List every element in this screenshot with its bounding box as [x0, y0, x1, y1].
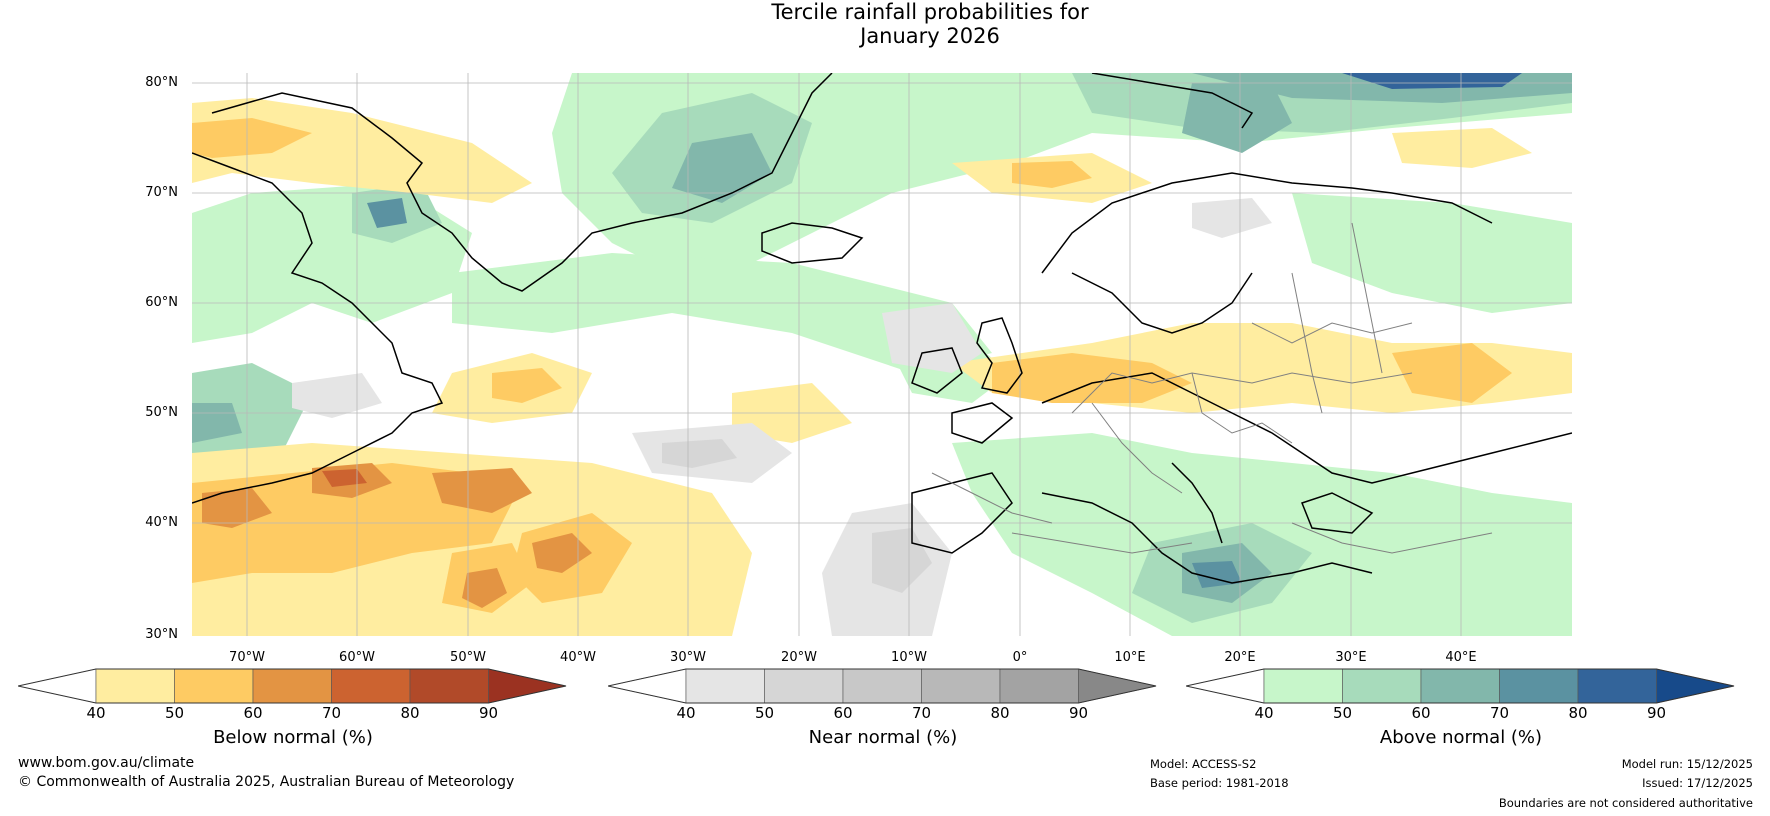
lon-label-20e: 20°E — [1224, 650, 1256, 665]
above-swatch-2 — [1342, 668, 1422, 704]
near-tick-90: 90 — [1068, 704, 1089, 722]
below-swatch-4 — [331, 668, 411, 704]
above-tick-90: 90 — [1646, 704, 1667, 722]
below-swatch-6 — [488, 668, 567, 704]
issued-date: Issued: 17/12/2025 — [1642, 776, 1753, 790]
lon-label-70w: 70°W — [229, 650, 265, 665]
colorbar-above-normal — [1186, 668, 1736, 704]
below-tick-80: 80 — [400, 704, 420, 722]
model-name: Model: ACCESS-S2 — [1150, 757, 1257, 771]
model-run: Model run: 15/12/2025 — [1621, 757, 1753, 771]
base-period: Base period: 1981-2018 — [1150, 776, 1289, 790]
lon-label-30w: 30°W — [670, 650, 706, 665]
below-swatch-2 — [174, 668, 254, 704]
colorbar-below-swatches — [18, 668, 567, 704]
above-tick-70: 70 — [1489, 704, 1510, 722]
above-tick-60: 60 — [1411, 704, 1431, 722]
above-swatch-1 — [1263, 668, 1343, 704]
lat-label-30n: 30°N — [145, 627, 178, 642]
below-tick-50: 50 — [164, 704, 185, 722]
country-borders — [931, 222, 1493, 554]
near-tick-80: 80 — [990, 704, 1010, 722]
lat-label-40n: 40°N — [145, 515, 178, 530]
colorbar-below-normal — [18, 668, 568, 704]
above-outline — [1186, 668, 1735, 704]
lat-label-60n: 60°N — [145, 295, 178, 310]
near-swatch-2 — [764, 668, 844, 704]
above-tick-50: 50 — [1332, 704, 1353, 722]
lon-label-50w: 50°W — [450, 650, 486, 665]
above-swatch-6 — [1656, 668, 1735, 704]
coastlines — [192, 73, 1572, 584]
below-tick-60: 60 — [243, 704, 263, 722]
title-line-1: Tercile rainfall probabilities for — [771, 0, 1089, 24]
boundaries-disclaimer: Boundaries are not considered authoritat… — [1498, 796, 1753, 810]
lat-label-70n: 70°N — [145, 185, 178, 200]
below-tick-70: 70 — [321, 704, 342, 722]
lat-label-80n: 80°N — [145, 75, 178, 90]
near-swatch-0 — [608, 668, 687, 704]
copyright-text: © Commonwealth of Australia 2025, Austra… — [18, 774, 515, 790]
colorbar-near-swatches — [608, 668, 1157, 704]
above-swatch-3 — [1420, 668, 1500, 704]
near-tick-70: 70 — [911, 704, 932, 722]
below-tick-40: 40 — [86, 704, 106, 722]
title-line-2: January 2026 — [860, 24, 1000, 48]
lon-label-60w: 60°W — [339, 650, 375, 665]
near-swatch-1 — [685, 668, 765, 704]
above-tick-80: 80 — [1568, 704, 1588, 722]
near-swatch-5 — [999, 668, 1079, 704]
near-tick-60: 60 — [833, 704, 853, 722]
website-link[interactable]: www.bom.gov.au/climate — [18, 755, 195, 771]
above-swatch-4 — [1499, 668, 1579, 704]
near-swatch-6 — [1078, 668, 1157, 704]
map-title: Tercile rainfall probabilities for Janua… — [0, 0, 1770, 48]
lon-label-40e: 40°E — [1445, 650, 1477, 665]
above-swatch-5 — [1577, 668, 1657, 704]
below-swatch-5 — [409, 668, 489, 704]
lon-label-20w: 20°W — [781, 650, 817, 665]
below-swatch-0 — [18, 668, 97, 704]
colorbar-near-label: Near normal (%) — [808, 727, 958, 748]
colorbar-above-swatches — [1186, 668, 1735, 704]
lon-label-30e: 30°E — [1335, 650, 1367, 665]
near-tick-40: 40 — [676, 704, 696, 722]
probability-map — [192, 73, 1572, 636]
lon-label-10e: 10°E — [1114, 650, 1146, 665]
near-swatch-4 — [921, 668, 1001, 704]
above-tick-40: 40 — [1254, 704, 1274, 722]
near-normal-regions — [292, 198, 1272, 636]
map-canvas — [192, 73, 1572, 636]
above-swatch-0 — [1186, 668, 1265, 704]
below-outline — [18, 668, 567, 704]
lon-label-0: 0° — [1012, 650, 1028, 665]
lon-label-40w: 40°W — [560, 650, 596, 665]
lon-label-10w: 10°W — [891, 650, 927, 665]
near-swatch-3 — [842, 668, 922, 704]
near-outline — [608, 668, 1157, 704]
gridlines — [192, 73, 1572, 636]
below-tick-90: 90 — [478, 704, 499, 722]
below-swatch-1 — [95, 668, 175, 704]
below-swatch-3 — [252, 668, 332, 704]
colorbar-near-normal — [608, 668, 1158, 704]
near-tick-50: 50 — [754, 704, 775, 722]
lat-label-50n: 50°N — [145, 405, 178, 420]
colorbar-below-label: Below normal (%) — [213, 727, 373, 748]
below-normal-regions — [192, 98, 1572, 636]
colorbar-above-label: Above normal (%) — [1379, 727, 1543, 748]
